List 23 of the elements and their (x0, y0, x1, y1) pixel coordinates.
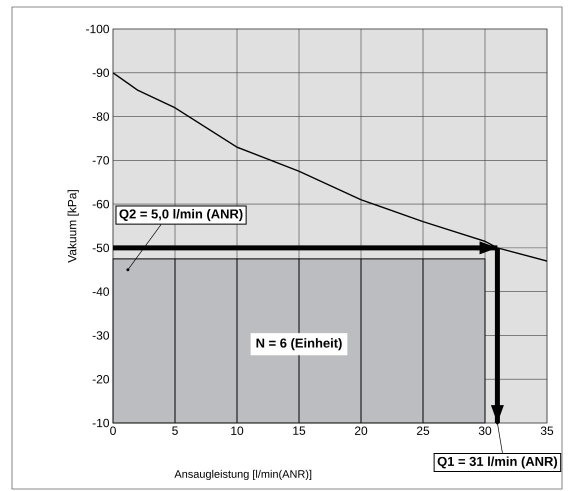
y-tick-label: -50 (92, 244, 110, 252)
y-tick-label: -100 (86, 24, 110, 34)
x-tick-label: 20 (354, 426, 368, 435)
x-tick-label: 15 (293, 426, 306, 435)
x-tick-label: 35 (540, 426, 554, 435)
annotation: Q1 = 31 l/min (ANR) (438, 456, 558, 469)
x-axis-title: Ansaugleistung [l/min(ANR)] (174, 470, 312, 480)
y-tick-label: -70 (92, 156, 110, 165)
x-tick-label: 10 (231, 426, 244, 435)
y-tick-label: -10 (92, 418, 110, 428)
x-tick-label: 0 (110, 426, 116, 435)
y-axis-title: Vakuum [kPa] (68, 190, 79, 263)
y-tick-label: -80 (92, 112, 110, 121)
y-tick-label: -60 (92, 200, 110, 208)
annotation: N = 6 (Einheit) (256, 338, 342, 350)
y-tick-label: -90 (92, 68, 110, 77)
x-tick-label: 25 (416, 426, 430, 435)
y-tick-label: -20 (92, 374, 110, 384)
x-tick-label: 5 (172, 426, 178, 435)
annotation: Q2 = 5,0 l/min (ANR) (120, 209, 242, 222)
x-tick-label: 30 (478, 426, 492, 435)
y-tick-label: -30 (92, 331, 110, 340)
y-tick-label: -40 (92, 287, 110, 296)
